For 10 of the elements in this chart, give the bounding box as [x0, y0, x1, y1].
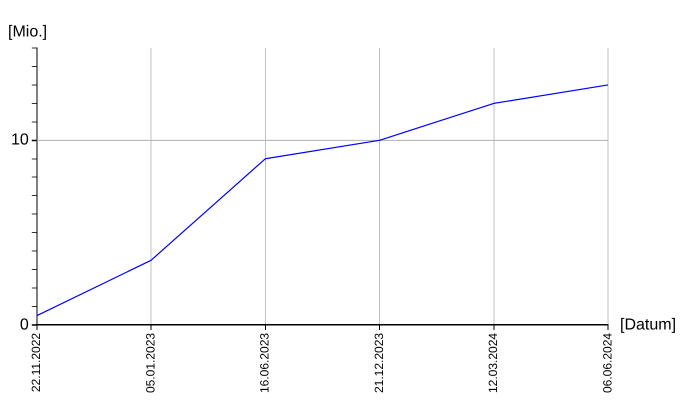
y-axis-title: [Mio.] — [8, 23, 48, 40]
x-tick-label: 22.11.2022 — [29, 332, 44, 392]
x-tick-label: 06.06.2024 — [600, 332, 614, 394]
x-tick-label: 16.06.2023 — [258, 332, 272, 394]
x-tick-label: 21.12.2023 — [372, 332, 386, 394]
x-tick-label: 12.03.2024 — [486, 332, 500, 394]
x-axis-title: [Datum] — [620, 316, 676, 334]
y-tick-label: 0 — [20, 316, 29, 334]
y-tick-label: 10 — [11, 132, 29, 149]
x-tick-label: 05.01.2023 — [143, 332, 158, 394]
